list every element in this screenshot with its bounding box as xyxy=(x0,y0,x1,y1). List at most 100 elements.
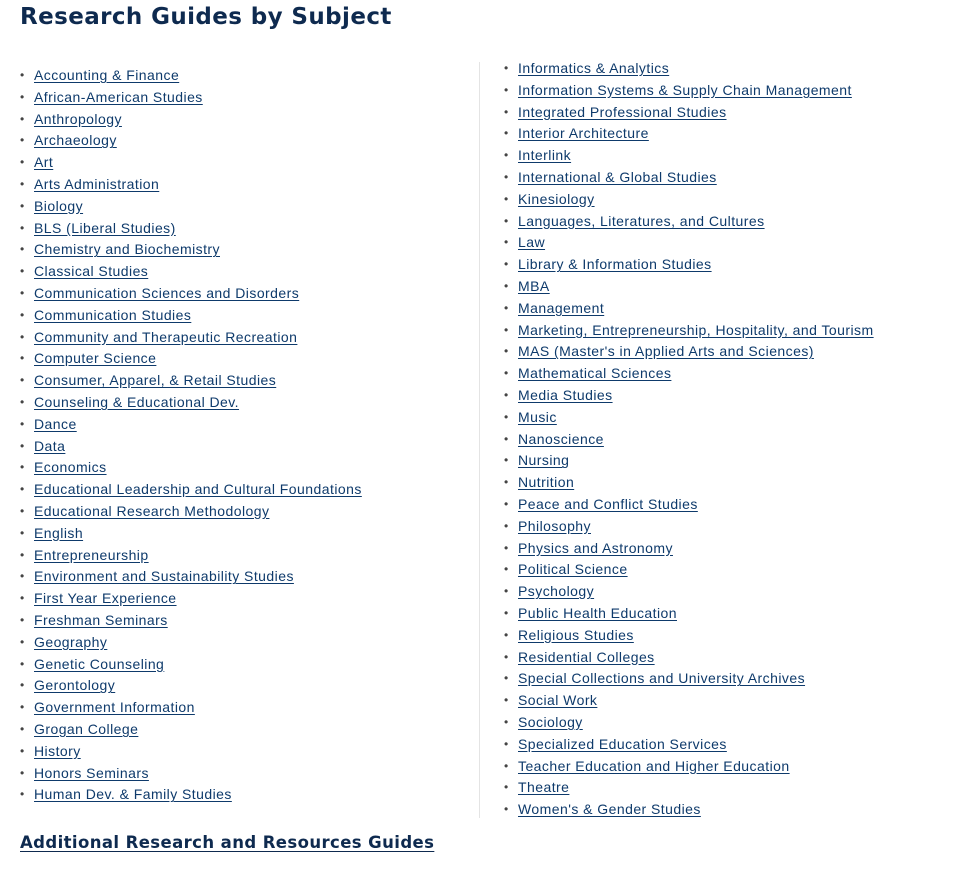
subject-link-computer-science[interactable]: Computer Science xyxy=(34,350,157,367)
subject-link-arts-administration[interactable]: Arts Administration xyxy=(34,175,160,192)
subject-link-mas-master-s-in-applied-arts-and-sciences[interactable]: MAS (Master's in Applied Arts and Scienc… xyxy=(518,343,814,360)
subject-link-first-year-experience[interactable]: First Year Experience xyxy=(34,590,177,607)
subject-link-information-systems-and-supply-chain-management[interactable]: Information Systems & Supply Chain Manag… xyxy=(518,81,852,98)
subject-link-art[interactable]: Art xyxy=(34,154,54,171)
bullet-icon: • xyxy=(20,220,25,235)
subject-link-religious-studies[interactable]: Religious Studies xyxy=(518,626,634,643)
additional-guides-heading: Additional Research and Resources Guides xyxy=(20,833,434,852)
subject-link-archaeology[interactable]: Archaeology xyxy=(34,132,117,149)
subject-link-gerontology[interactable]: Gerontology xyxy=(34,677,116,694)
subject-link-philosophy[interactable]: Philosophy xyxy=(518,517,591,534)
subject-link-freshman-seminars[interactable]: Freshman Seminars xyxy=(34,611,168,628)
subject-link-educational-research-methodology[interactable]: Educational Research Methodology xyxy=(34,502,270,519)
list-item: • Biology xyxy=(20,196,460,218)
list-item: • Interlink xyxy=(504,145,944,167)
subject-link-english[interactable]: English xyxy=(34,524,84,541)
bullet-icon: • xyxy=(504,82,509,97)
subject-link-kinesiology[interactable]: Kinesiology xyxy=(518,190,595,207)
subject-link-languages-literatures-and-cultures[interactable]: Languages, Literatures, and Cultures xyxy=(518,212,765,229)
subject-link-community-and-therapeutic-recreation[interactable]: Community and Therapeutic Recreation xyxy=(34,328,298,345)
list-item: • Genetic Counseling xyxy=(20,654,460,676)
subject-link-history[interactable]: History xyxy=(34,742,81,759)
list-item: • Arts Administration xyxy=(20,174,460,196)
subject-link-residential-colleges[interactable]: Residential Colleges xyxy=(518,648,655,665)
subject-link-special-collections-and-university-archives[interactable]: Special Collections and University Archi… xyxy=(518,670,806,687)
subject-link-biology[interactable]: Biology xyxy=(34,197,84,214)
subject-link-african-american-studies[interactable]: African-American Studies xyxy=(34,88,203,105)
subject-link-interlink[interactable]: Interlink xyxy=(518,147,572,164)
bullet-icon: • xyxy=(20,525,25,540)
subject-link-communication-studies[interactable]: Communication Studies xyxy=(34,306,192,323)
subject-link-physics-and-astronomy[interactable]: Physics and Astronomy xyxy=(518,539,673,556)
list-item: • Mathematical Sciences xyxy=(504,363,944,385)
subject-link-theatre[interactable]: Theatre xyxy=(518,779,570,796)
subject-link-nutrition[interactable]: Nutrition xyxy=(518,474,575,491)
subject-link-genetic-counseling[interactable]: Genetic Counseling xyxy=(34,655,165,672)
subject-link-social-work[interactable]: Social Work xyxy=(518,692,598,709)
subject-link-nanoscience[interactable]: Nanoscience xyxy=(518,430,604,447)
subject-link-grogan-college[interactable]: Grogan College xyxy=(34,720,139,737)
subject-link-psychology[interactable]: Psychology xyxy=(518,583,595,600)
subject-link-sociology[interactable]: Sociology xyxy=(518,713,583,730)
subject-link-public-health-education[interactable]: Public Health Education xyxy=(518,604,677,621)
list-item: • Anthropology xyxy=(20,109,460,131)
subject-link-environment-and-sustainability-studies[interactable]: Environment and Sustainability Studies xyxy=(34,568,294,585)
bullet-icon: • xyxy=(20,307,25,322)
list-item: • Psychology xyxy=(504,581,944,603)
subject-link-international-and-global-studies[interactable]: International & Global Studies xyxy=(518,168,717,185)
list-item: • Educational Research Methodology xyxy=(20,501,460,523)
subject-link-integrated-professional-studies[interactable]: Integrated Professional Studies xyxy=(518,103,727,120)
subject-link-marketing-entrepreneurship-hospitality-and-tourism[interactable]: Marketing, Entrepreneurship, Hospitality… xyxy=(518,321,874,338)
subject-link-bls-liberal-studies[interactable]: BLS (Liberal Studies) xyxy=(34,219,176,236)
subject-link-mathematical-sciences[interactable]: Mathematical Sciences xyxy=(518,365,672,382)
subject-link-government-information[interactable]: Government Information xyxy=(34,699,195,716)
subject-link-communication-sciences-and-disorders[interactable]: Communication Sciences and Disorders xyxy=(34,284,300,301)
subject-link-chemistry-and-biochemistry[interactable]: Chemistry and Biochemistry xyxy=(34,241,220,258)
list-item: • Marketing, Entrepreneurship, Hospitalit… xyxy=(504,320,944,342)
subject-link-consumer-apparel-and-retail-studies[interactable]: Consumer, Apparel, & Retail Studies xyxy=(34,372,277,389)
additional-guides-link[interactable]: Additional Research and Resources Guides xyxy=(20,833,435,852)
subject-link-honors-seminars[interactable]: Honors Seminars xyxy=(34,764,149,781)
subject-link-interior-architecture[interactable]: Interior Architecture xyxy=(518,125,649,142)
bullet-icon: • xyxy=(504,431,509,446)
subject-link-counseling-and-educational-dev[interactable]: Counseling & Educational Dev. xyxy=(34,393,240,410)
subject-link-library-and-information-studies[interactable]: Library & Information Studies xyxy=(518,256,712,273)
subject-link-political-science[interactable]: Political Science xyxy=(518,561,628,578)
subject-link-educational-leadership-and-cultural-foundations[interactable]: Educational Leadership and Cultural Foun… xyxy=(34,481,362,498)
subject-link-economics[interactable]: Economics xyxy=(34,459,107,476)
subject-link-geography[interactable]: Geography xyxy=(34,633,108,650)
bullet-icon: • xyxy=(20,634,25,649)
bullet-icon: • xyxy=(20,373,25,388)
subject-link-teacher-education-and-higher-education[interactable]: Teacher Education and Higher Education xyxy=(518,757,790,774)
subject-link-management[interactable]: Management xyxy=(518,299,605,316)
subject-link-accounting-and-finance[interactable]: Accounting & Finance xyxy=(34,67,180,83)
subject-link-peace-and-conflict-studies[interactable]: Peace and Conflict Studies xyxy=(518,495,698,512)
bullet-icon: • xyxy=(504,584,509,599)
list-item: • Government Information xyxy=(20,697,460,719)
subject-link-entrepreneurship[interactable]: Entrepreneurship xyxy=(34,546,149,563)
bullet-icon: • xyxy=(504,693,509,708)
bullet-icon: • xyxy=(504,736,509,751)
subject-link-media-studies[interactable]: Media Studies xyxy=(518,386,613,403)
subject-link-music[interactable]: Music xyxy=(518,408,557,425)
bullet-icon: • xyxy=(20,721,25,736)
subject-link-anthropology[interactable]: Anthropology xyxy=(34,110,122,127)
subject-list-left: • Accounting & Finance • African-American S… xyxy=(20,65,460,806)
subject-link-women-s-and-gender-studies[interactable]: Women's & Gender Studies xyxy=(518,801,701,818)
bullet-icon: • xyxy=(20,460,25,475)
subject-link-classical-studies[interactable]: Classical Studies xyxy=(34,263,149,280)
bullet-icon: • xyxy=(20,569,25,584)
bullet-icon: • xyxy=(20,329,25,344)
subject-link-mba[interactable]: MBA xyxy=(518,277,550,294)
subject-link-law[interactable]: Law xyxy=(518,234,546,251)
list-item: • Freshman Seminars xyxy=(20,610,460,632)
subject-link-data[interactable]: Data xyxy=(34,437,66,454)
subject-link-specialized-education-services[interactable]: Specialized Education Services xyxy=(518,735,727,752)
subject-link-human-dev-and-family-studies[interactable]: Human Dev. & Family Studies xyxy=(34,786,232,803)
bullet-icon: • xyxy=(504,148,509,163)
subject-link-informatics-and-analytics[interactable]: Informatics & Analytics xyxy=(518,60,670,76)
subject-link-nursing[interactable]: Nursing xyxy=(518,452,570,469)
subject-link-dance[interactable]: Dance xyxy=(34,415,77,432)
bullet-icon: • xyxy=(20,547,25,562)
